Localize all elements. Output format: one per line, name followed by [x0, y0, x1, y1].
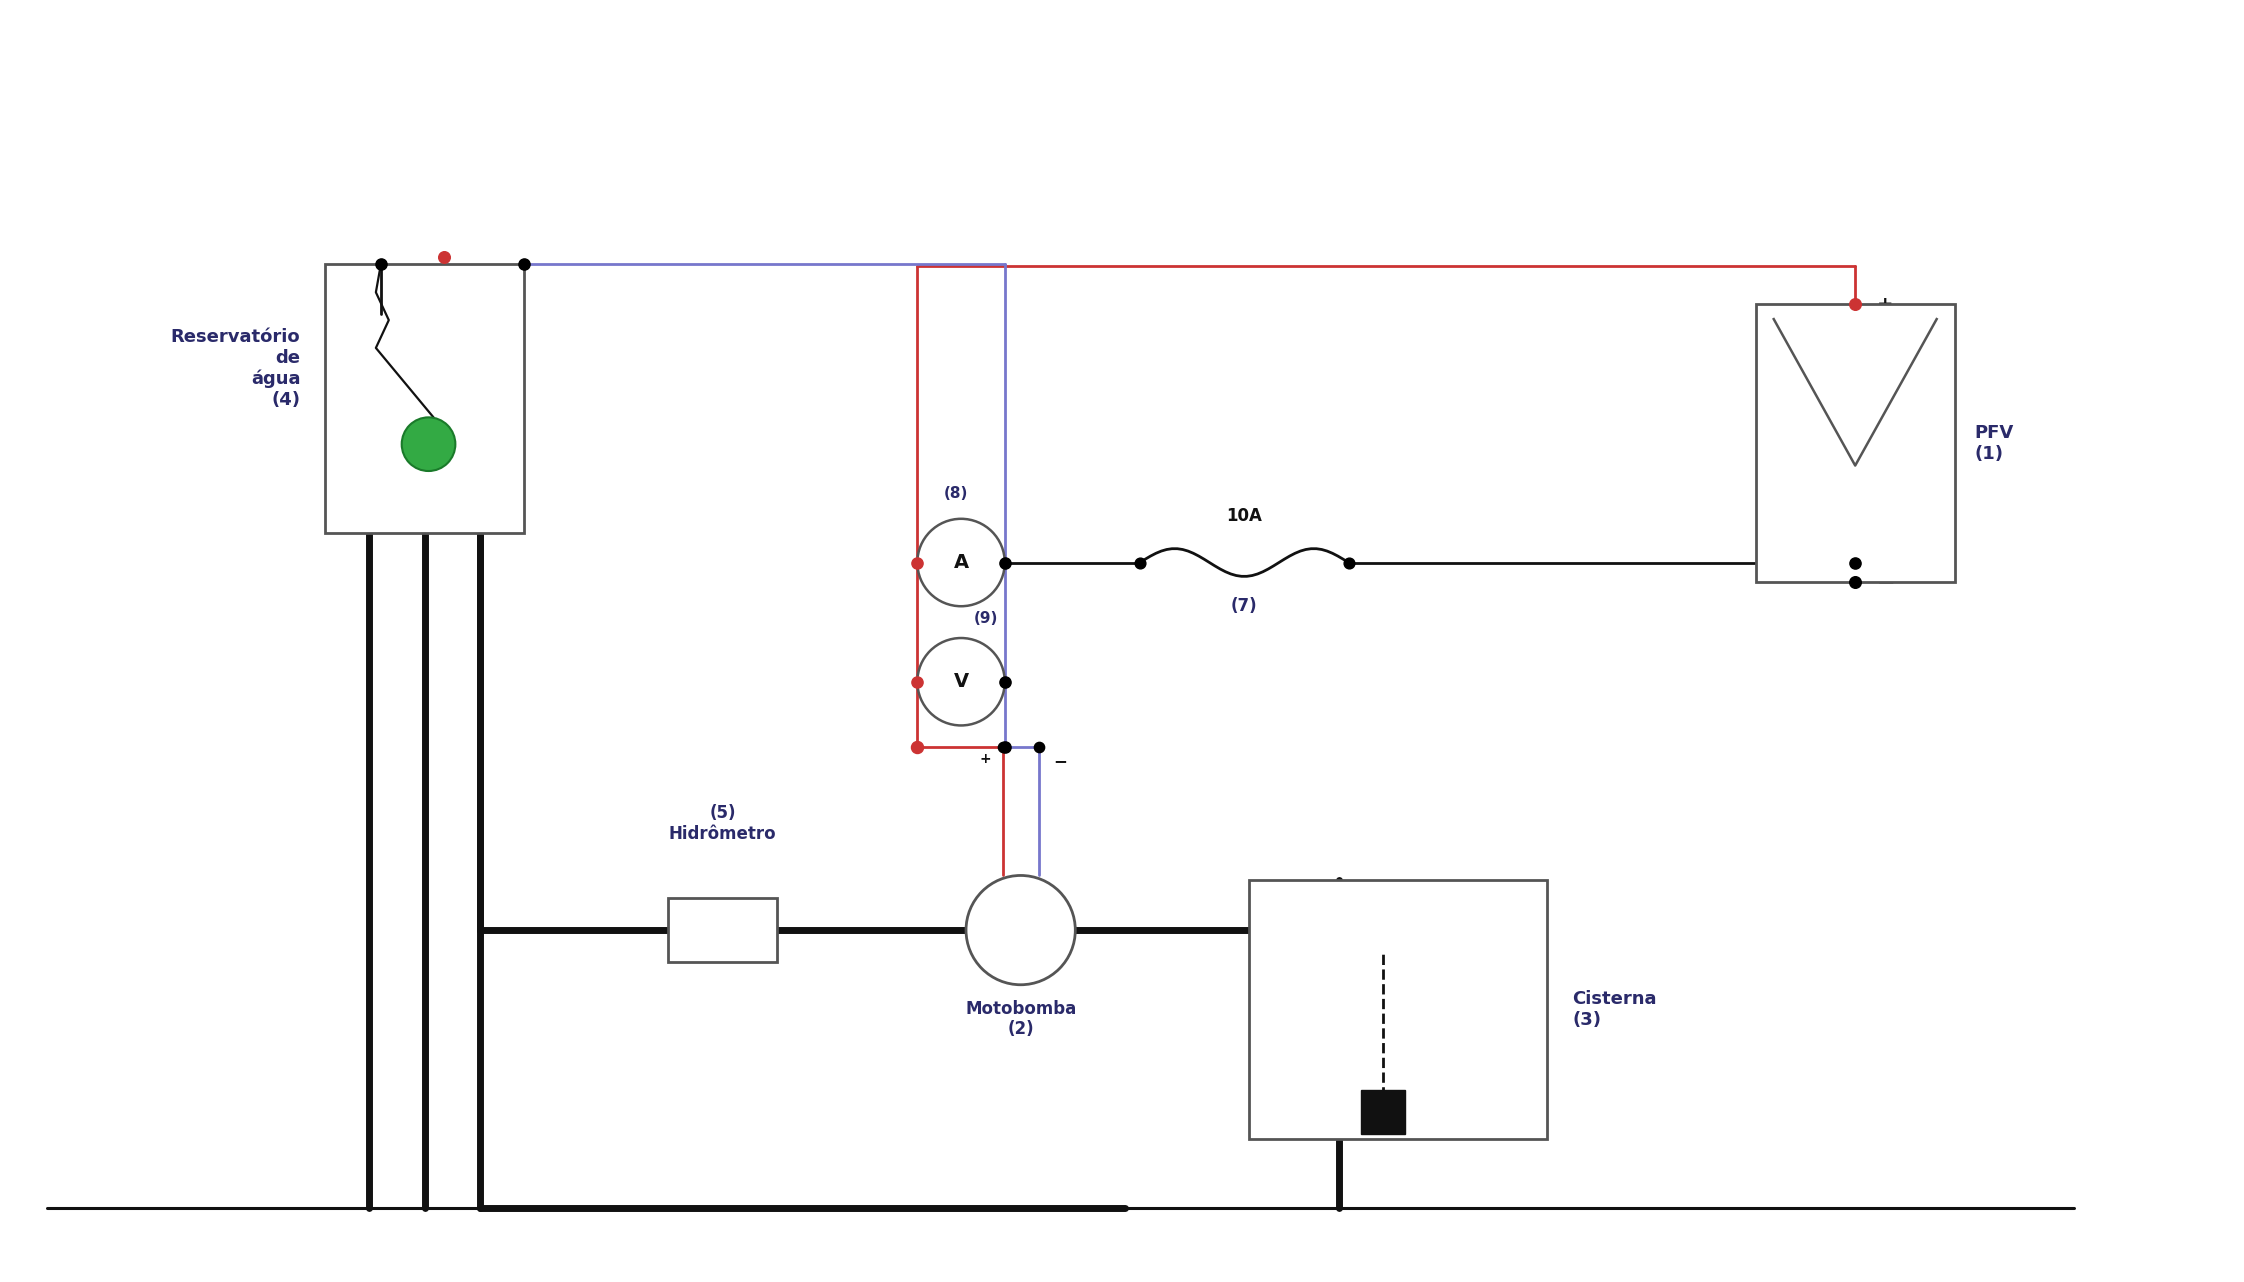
- Circle shape: [402, 418, 456, 470]
- Bar: [325, 264, 523, 533]
- Text: A: A: [954, 553, 969, 572]
- Bar: [1755, 304, 1955, 582]
- Text: Cisterna
(3): Cisterna (3): [1573, 990, 1656, 1029]
- Text: (7): (7): [1232, 597, 1257, 615]
- Text: Reservatório
de
água
(4): Reservatório de água (4): [171, 328, 301, 409]
- Bar: [1250, 881, 1546, 1138]
- Point: [426, 246, 462, 267]
- Point: [987, 737, 1023, 758]
- Point: [505, 254, 541, 274]
- Circle shape: [918, 519, 1005, 606]
- Text: +: +: [978, 753, 990, 767]
- Text: +: +: [1876, 295, 1894, 314]
- Point: [1838, 553, 1874, 573]
- Text: V: V: [954, 672, 969, 691]
- Point: [1838, 294, 1874, 314]
- Circle shape: [965, 876, 1075, 985]
- Bar: [1362, 1090, 1405, 1133]
- Text: PFV
(1): PFV (1): [1975, 424, 2013, 463]
- Text: (8): (8): [945, 486, 967, 501]
- Point: [364, 254, 399, 274]
- Text: −: −: [1052, 753, 1068, 770]
- Point: [900, 737, 936, 758]
- Point: [1838, 572, 1874, 592]
- Point: [987, 553, 1023, 573]
- Point: [1021, 737, 1057, 758]
- Text: (5)
Hidrômetro: (5) Hidrômetro: [669, 804, 776, 844]
- Point: [900, 553, 936, 573]
- Text: (6): (6): [460, 432, 485, 446]
- Point: [900, 672, 936, 692]
- Point: [987, 672, 1023, 692]
- Text: 10A: 10A: [1225, 506, 1261, 524]
- Text: −: −: [1876, 572, 1896, 592]
- Point: [1331, 553, 1367, 573]
- Text: Motobomba
(2): Motobomba (2): [965, 1000, 1077, 1038]
- Text: (9): (9): [974, 612, 999, 626]
- Point: [985, 737, 1021, 758]
- Point: [1122, 553, 1158, 573]
- Circle shape: [918, 638, 1005, 726]
- Bar: [669, 897, 776, 963]
